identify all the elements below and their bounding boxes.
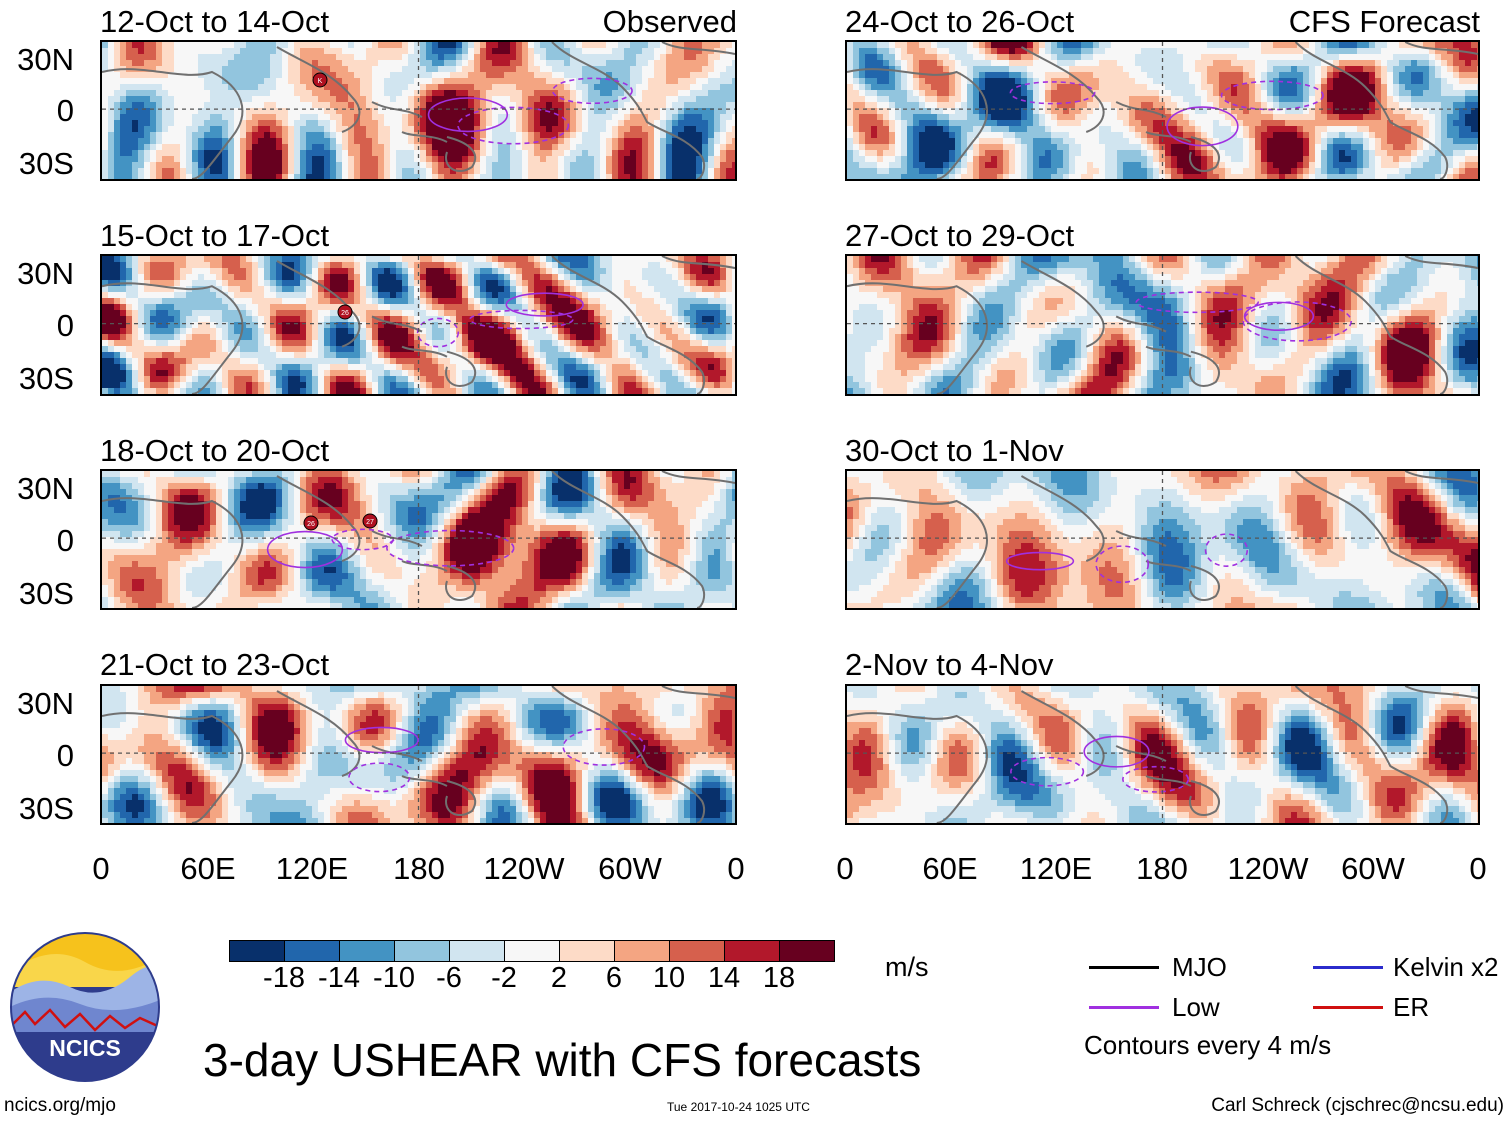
lon-label: 120E <box>1019 851 1093 886</box>
colorbar <box>229 940 835 962</box>
svg-text:26: 26 <box>341 310 349 317</box>
lat-label-30n: 30N <box>17 42 74 77</box>
map-panel-8 <box>845 684 1480 825</box>
lon-label: 180 <box>393 851 445 886</box>
map-panel-1: K <box>100 40 737 181</box>
colorbar-swatch <box>449 940 505 962</box>
lat-label-30s: 30S <box>18 576 74 611</box>
lon-label: 120W <box>1227 851 1309 886</box>
colorbar-tick-label: 6 <box>605 962 623 994</box>
lat-label-30n: 30N <box>17 686 74 721</box>
lon-label: 60W <box>1341 851 1405 886</box>
lon-label: 120W <box>483 851 565 886</box>
panel-title-7: 30-Oct to 1-Nov <box>845 433 1064 468</box>
map-panel-3: 26 27 <box>100 469 737 610</box>
colorbar-swatch <box>559 940 615 962</box>
map-panel-2: 26 <box>100 254 737 396</box>
figure-title: 3-day USHEAR with CFS forecasts <box>203 1034 922 1086</box>
lon-label: 180 <box>1136 851 1188 886</box>
legend-label-mjo: MJO <box>1172 952 1227 982</box>
legend-label-er: ER <box>1393 992 1430 1022</box>
colorbar-swatch <box>284 940 340 962</box>
colorbar-swatch <box>504 940 560 962</box>
contour-note: Contours every 4 m/s <box>1084 1030 1332 1060</box>
legend-line-er <box>1313 1006 1383 1009</box>
colorbar-swatch <box>394 940 450 962</box>
legend-line-low <box>1089 1006 1159 1009</box>
lon-label: 0 <box>727 851 745 886</box>
colorbar-swatch <box>669 940 725 962</box>
colorbar-tick-label: 10 <box>652 962 686 994</box>
lat-label-eq: 0 <box>56 93 74 128</box>
map-panel-4 <box>100 684 737 825</box>
lat-label-30n: 30N <box>17 471 74 506</box>
lat-label-eq: 0 <box>56 523 74 558</box>
panel-title-1: 12-Oct to 14-Oct <box>100 4 330 39</box>
colorbar-tick-label: 18 <box>762 962 796 994</box>
colorbar-tick-label: -10 <box>373 962 415 994</box>
storm-marker: K <box>312 72 328 88</box>
colorbar-swatch <box>229 940 285 962</box>
lon-label: 0 <box>92 851 110 886</box>
colorbar-swatch <box>779 940 835 962</box>
observed-label: Observed <box>602 4 737 39</box>
colorbar-tick-label: -6 <box>436 962 462 994</box>
storm-marker: 26 <box>303 515 319 531</box>
panel-title-5: 24-Oct to 26-Oct <box>845 4 1075 39</box>
panel-title-8: 2-Nov to 4-Nov <box>845 647 1054 682</box>
lon-label: 0 <box>1469 851 1487 886</box>
lon-label: 0 <box>836 851 854 886</box>
colorbar-tick-label: 14 <box>707 962 741 994</box>
colorbar-tick-label: -14 <box>318 962 360 994</box>
map-panel-7 <box>845 469 1480 610</box>
lon-label: 60E <box>922 851 978 886</box>
units-label: m/s <box>885 952 929 982</box>
lat-label-eq: 0 <box>56 738 74 773</box>
logo-text: NCICS <box>49 1035 121 1061</box>
storm-marker: 26 <box>337 304 353 320</box>
lat-label-30s: 30S <box>18 361 74 396</box>
panel-title-4: 21-Oct to 23-Oct <box>100 647 330 682</box>
lat-label-30n: 30N <box>17 256 74 291</box>
panel-title-6: 27-Oct to 29-Oct <box>845 218 1075 253</box>
map-panel-6 <box>845 254 1480 396</box>
colorbar-tick-label: 2 <box>550 962 568 994</box>
timestamp: Tue 2017-10-24 1025 UTC <box>667 1100 810 1114</box>
panel-title-3: 18-Oct to 20-Oct <box>100 433 330 468</box>
lon-label: 60E <box>180 851 236 886</box>
colorbar-swatch <box>339 940 395 962</box>
lat-label-30s: 30S <box>18 791 74 826</box>
colorbar-tick-label: -18 <box>263 962 305 994</box>
legend-line-kelvin <box>1313 966 1383 969</box>
ncics-logo: NCICS <box>10 932 160 1082</box>
cfs-forecast-label: CFS Forecast <box>1288 4 1480 39</box>
colorbar-tick-label: -2 <box>491 962 517 994</box>
map-panel-5 <box>845 40 1480 181</box>
storm-marker: 27 <box>362 513 378 529</box>
panel-title-2: 15-Oct to 17-Oct <box>100 218 330 253</box>
lon-label: 60W <box>598 851 662 886</box>
legend-line-mjo <box>1089 966 1159 969</box>
svg-text:K: K <box>318 78 323 85</box>
legend-label-kelvin: Kelvin x2 <box>1393 952 1499 982</box>
source-url: ncics.org/mjo <box>4 1095 116 1116</box>
lat-label-eq: 0 <box>56 308 74 343</box>
colorbar-swatch <box>614 940 670 962</box>
colorbar-swatch <box>724 940 780 962</box>
lon-label: 120E <box>275 851 349 886</box>
legend-label-low: Low <box>1172 992 1220 1022</box>
author-credit: Carl Schreck (cjschrec@ncsu.edu) <box>1211 1095 1504 1116</box>
lat-label-30s: 30S <box>18 146 74 181</box>
